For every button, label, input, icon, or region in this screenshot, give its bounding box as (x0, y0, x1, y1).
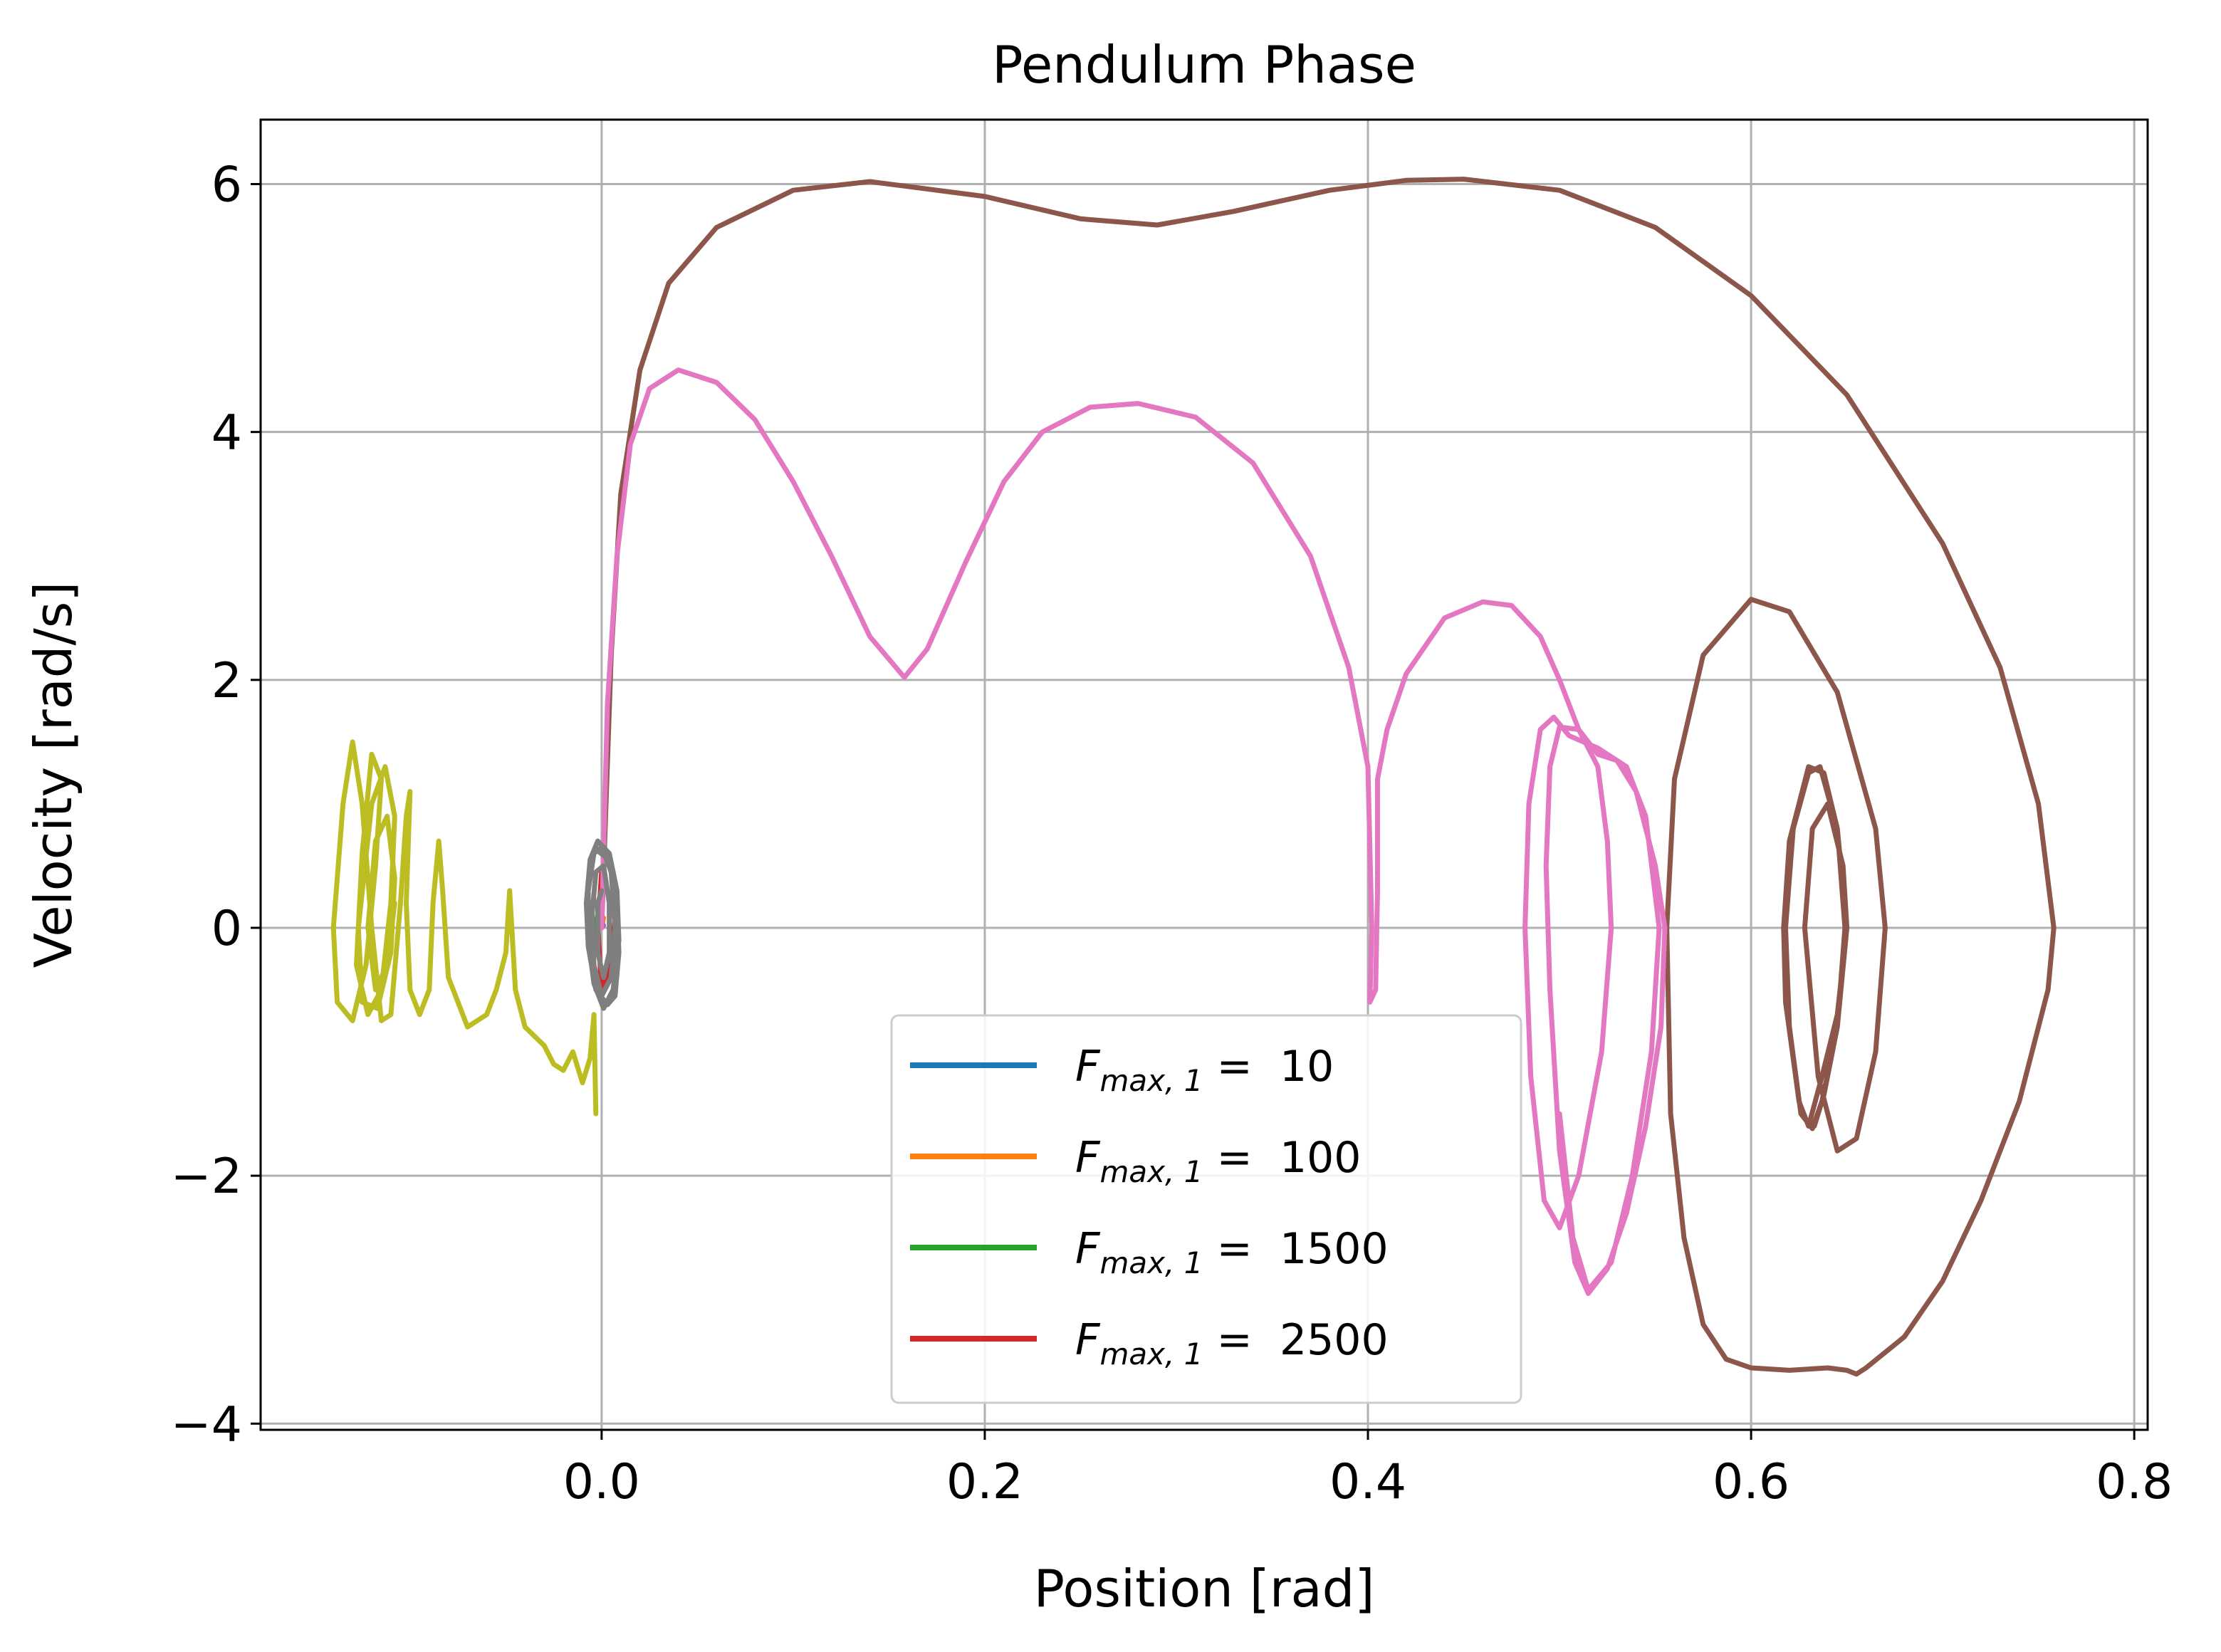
y-axis-label: Velocity [rad/s] (23, 582, 83, 968)
legend-entry: Fmax, 1 = 2500 (1075, 1315, 1389, 1371)
legend-equals: = (1203, 1133, 1280, 1183)
x-tick-label: 0.6 (1713, 1454, 1789, 1510)
series-layer (330, 177, 2057, 1377)
y-tick-label: 2 (211, 653, 242, 709)
legend-symbol: F (1075, 1224, 1101, 1274)
x-tick-label: 0.0 (563, 1454, 640, 1510)
series-line-unlabeled-7 (583, 838, 622, 1011)
x-tick-label: 0.4 (1329, 1454, 1406, 1510)
legend-value: 2500 (1280, 1315, 1389, 1365)
legend-symbol: F (1075, 1042, 1101, 1092)
y-tick-label: −4 (171, 1396, 242, 1453)
series-line-unlabeled-8 (330, 739, 599, 1117)
legend-entry: Fmax, 1 = 100 (1075, 1133, 1361, 1189)
legend-subscript: max, 1 (1100, 1063, 1203, 1098)
ticks: 0.0 0.2 0.4 0.6 0.8 −4 −2 0 2 4 6 (171, 157, 2173, 1510)
x-axis-label: Position [rad] (1034, 1559, 1375, 1619)
legend-value: 100 (1280, 1133, 1362, 1183)
chart-title: Pendulum Phase (992, 35, 1416, 95)
legend-equals: = (1203, 1042, 1280, 1092)
legend-box (890, 1014, 1522, 1404)
legend-symbol: F (1075, 1315, 1101, 1365)
legend-equals: = (1203, 1224, 1280, 1274)
series-line-unlabeled-5 (599, 177, 2057, 1377)
x-tick-label: 0.8 (2096, 1454, 2173, 1510)
legend-symbol: F (1075, 1133, 1101, 1183)
x-tick-label: 0.2 (946, 1454, 1023, 1510)
legend-equals: = (1203, 1315, 1280, 1365)
legend-entry: Fmax, 1 = 10 (1075, 1042, 1334, 1098)
y-tick-label: 6 (211, 157, 242, 214)
legend-value: 1500 (1280, 1224, 1389, 1274)
plot-lines (330, 177, 2057, 1377)
legend-entry: Fmax, 1 = 1500 (1075, 1224, 1389, 1280)
series-line-unlabeled-6 (599, 367, 1668, 1296)
y-tick-label: −2 (171, 1149, 242, 1205)
legend-subscript: max, 1 (1100, 1337, 1203, 1371)
y-tick-label: 0 (211, 901, 242, 957)
y-tick-label: 4 (211, 405, 242, 461)
legend-subscript: max, 1 (1100, 1245, 1203, 1280)
legend-value: 10 (1280, 1042, 1334, 1092)
grid (261, 120, 2148, 1430)
plot-frame (259, 118, 2149, 1431)
legend-subscript: max, 1 (1100, 1154, 1203, 1189)
